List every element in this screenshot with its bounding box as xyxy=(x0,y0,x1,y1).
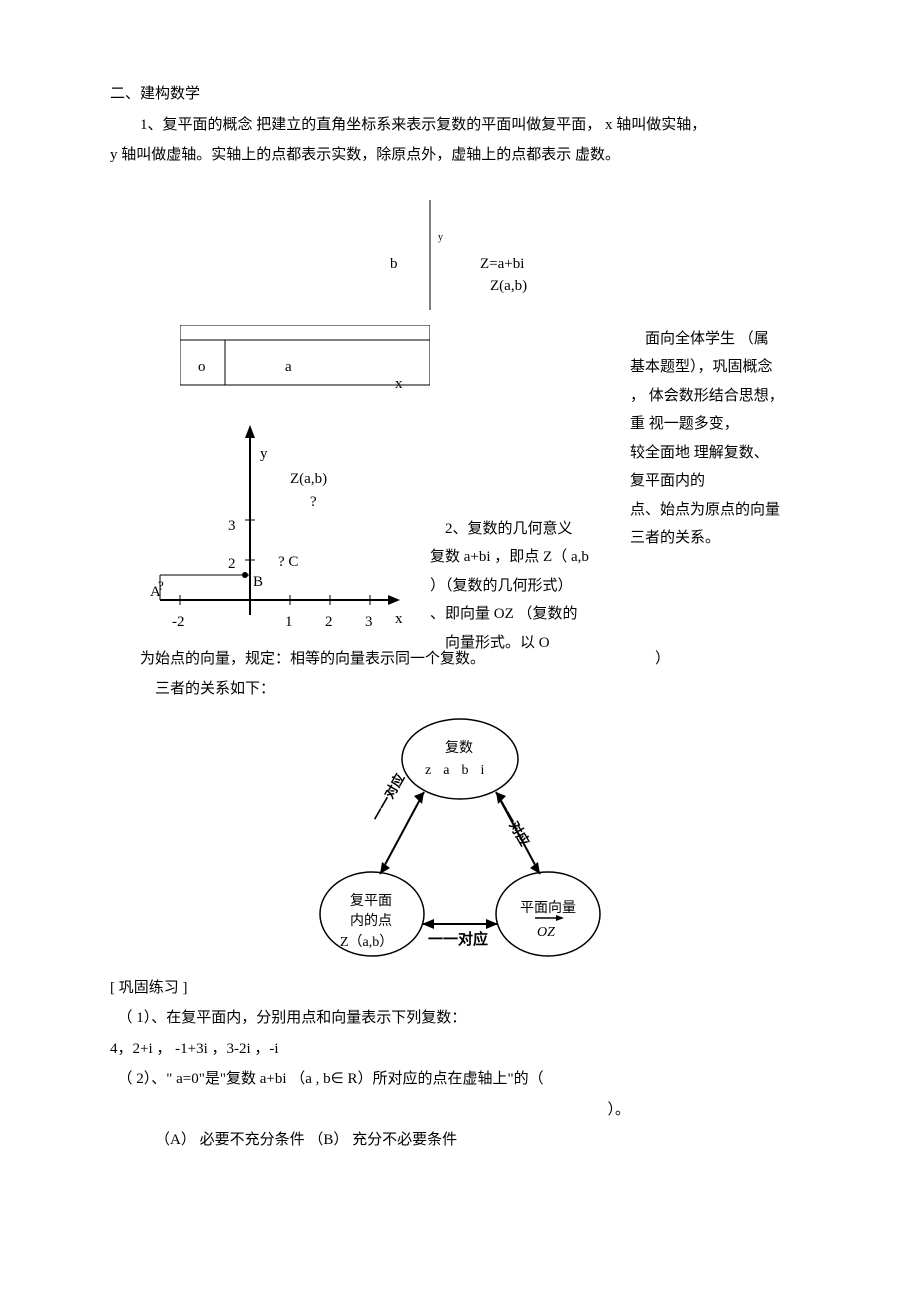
side6: 复平面内的 xyxy=(630,467,810,496)
mid-line1b: ） xyxy=(655,645,810,674)
side7: 点、始点为原点的向量 xyxy=(630,496,810,525)
d2-C: ? C xyxy=(278,548,298,577)
practice-opts: （A） 必要不充分条件 （B） 充分不必要条件 xyxy=(155,1126,810,1155)
d2-right1: 2、复数的几何意义 xyxy=(430,515,590,544)
diagram1-b: b xyxy=(390,250,398,279)
diagram1-zpt: Z(a,b) xyxy=(490,272,527,301)
d2-xlbl: x xyxy=(395,605,403,634)
practice-q2-end: ）。 xyxy=(110,1096,810,1125)
practice-q2: （ 2）、" a=0"是"复数 a+bi （a , b∈ R）所对应的点在虚轴上… xyxy=(118,1065,811,1094)
d2-B: B xyxy=(253,568,263,597)
tri-top2b: a xyxy=(443,763,461,778)
diagram1: y b Z=a+bi Z(a,b) xyxy=(310,200,610,315)
grid-svg xyxy=(180,325,430,395)
concept1: 1、复平面的概念 把建立的直角坐标系来表示复数的平面叫做复平面， x 轴叫做实轴… xyxy=(110,111,810,140)
side5: 较全面地 理解复数、 xyxy=(630,439,810,468)
side3: ， 体会数形结合思想， xyxy=(630,382,810,411)
tri-right1: 平面向量 xyxy=(520,896,576,923)
d2-q: ? xyxy=(310,488,317,517)
grid-o: o xyxy=(198,353,206,382)
sidebar-notes: 面向全体学生 （属 基本题型），巩固概念 ， 体会数形结合思想， 重 视一题多变… xyxy=(610,325,810,553)
d2-t3: 3 xyxy=(228,512,236,541)
section-heading: 二、建构数学 xyxy=(110,80,810,109)
tri-top2c: bi xyxy=(461,763,496,778)
tri-edge-bottom-a: 一一 xyxy=(428,932,458,948)
d2-t2: 2 xyxy=(228,550,236,579)
d2-x2: 2 xyxy=(325,608,333,637)
diagram2: ? y Z(a,b) ? 3 2 ? C A B -2 1 2 3 x xyxy=(150,420,550,645)
tri-left3: Z（a,b） xyxy=(340,930,393,957)
practice-heading: [ 巩固练习 ] xyxy=(110,974,810,1003)
side1: 面向全体学生 （属 xyxy=(630,325,810,354)
concept1-body-a: 把建立的直角坐标系来表示复数的平面叫做复平面， x 轴叫做实轴， xyxy=(256,117,706,133)
diagram2-svg: ? xyxy=(150,420,410,640)
practice-q1: （ 1）、在复平面内，分别用点和向量表示下列复数： xyxy=(118,1004,811,1033)
tri-right2: OZ xyxy=(537,920,555,947)
triangle-diagram: 复数 zabi 复平面 内的点 Z（a,b） 平面向量 OZ 一一对应 一一对应… xyxy=(310,714,610,964)
grid-box: o a x xyxy=(180,325,430,400)
concept1-body-b: y 轴叫做虚轴。实轴上的点都表示实数，除原点外，虚轴上的点都表示 虚数。 xyxy=(110,141,810,170)
d2-x3: 3 xyxy=(365,608,373,637)
d2-right2: 复数 a+bi ，即点 Z（ a,b xyxy=(430,543,590,572)
side8: 三者的关系。 xyxy=(630,524,810,553)
side2: 基本题型），巩固概念 xyxy=(630,353,810,382)
diagram1-svg xyxy=(310,200,610,310)
d2-x1: 1 xyxy=(285,608,293,637)
d2-right5: 向量形式。以 O xyxy=(430,629,590,658)
side4: 重 视一题多变， xyxy=(630,410,810,439)
grid-a: a xyxy=(285,353,292,382)
practice-q1-data: 4，2+i ， -1+3i ，3-2i ，-i xyxy=(110,1035,810,1064)
concept1-title: 1、复平面的概念 xyxy=(140,117,253,133)
tri-top2a: z xyxy=(425,763,443,778)
d2-right4: 、即向量 OZ （复数的 xyxy=(430,600,590,629)
mid-line2: 三者的关系如下： xyxy=(155,675,810,704)
diagram1-y: y xyxy=(438,228,443,247)
tri-edge-bottom-b: 对应 xyxy=(458,932,488,948)
d2-xm2: -2 xyxy=(172,608,185,637)
d2-z: Z(a,b) xyxy=(290,465,327,494)
d2-right3: ）（复数的几何形式） xyxy=(430,572,590,601)
grid-x: x xyxy=(395,370,403,399)
d2-A: A xyxy=(150,578,161,607)
d2-y: y xyxy=(260,440,268,469)
